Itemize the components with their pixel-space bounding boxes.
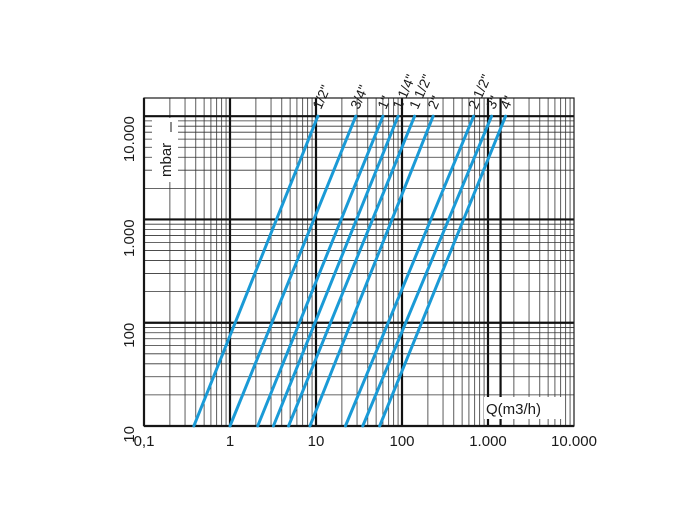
series-label: 2"	[424, 93, 444, 111]
plot-frame	[143, 97, 575, 427]
series-labels: 1/2" 3/4" 1"1 1/4"1 1/2"2" 2 1/2"3"4"	[309, 72, 517, 112]
x-tick-label: 0,1	[134, 433, 155, 450]
x-tick-labels: 0,1 1 10 100 1.000 10.000	[134, 433, 597, 450]
x-tick-label: 1	[226, 433, 234, 450]
y-tick-label: 10.000	[121, 116, 138, 162]
x-tick-label: 10.000	[551, 433, 597, 450]
y-tick-label: 10	[121, 426, 138, 443]
series-line	[378, 114, 508, 428]
series-line	[271, 114, 400, 428]
series-line	[228, 114, 358, 428]
minor-gridlines	[144, 98, 574, 426]
series-lines	[192, 114, 508, 428]
y-tick-label: 1.000	[121, 219, 138, 257]
x-axis-label: Q(m3/h)	[486, 401, 541, 418]
series-label: 4"	[497, 93, 517, 111]
y-axis-label: mbar	[158, 143, 175, 177]
series-line	[361, 114, 494, 428]
series-line	[287, 114, 417, 428]
x-tick-label: 1.000	[469, 433, 507, 450]
series-label: 3"	[483, 93, 503, 111]
x-unit-background	[484, 397, 564, 419]
series-line	[308, 114, 435, 428]
series-line	[192, 114, 320, 428]
x-tick-label: 100	[389, 433, 414, 450]
x-tick-label: 10	[308, 433, 325, 450]
y-tick-labels: 10 100 1.000 10.000	[121, 116, 138, 443]
series-line	[256, 114, 385, 428]
series-label: 1"	[374, 93, 394, 111]
y-tick-label: 100	[121, 323, 138, 348]
series-line	[343, 114, 476, 428]
y-unit-background	[152, 118, 178, 182]
series-label: 1/2"	[309, 83, 334, 112]
